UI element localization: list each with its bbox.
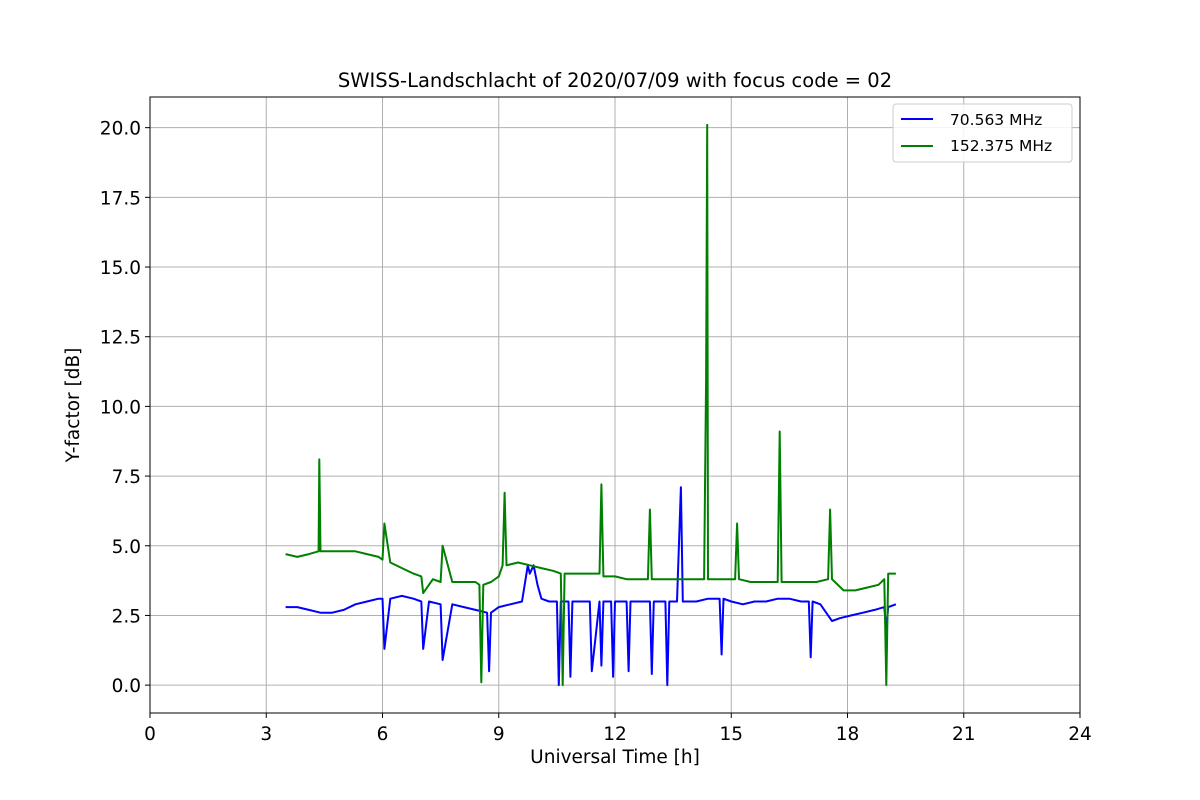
y-tick-label: 5.0 xyxy=(112,537,141,558)
x-axis: 0 3 6 9 12 15 18 21 24 xyxy=(144,713,1092,745)
x-tick-label: 15 xyxy=(719,724,743,745)
series-line-0 xyxy=(285,486,897,687)
series-line-1 xyxy=(285,123,896,687)
y-tick-label: 7.5 xyxy=(112,467,141,488)
x-tick-label: 21 xyxy=(952,724,976,745)
x-tick-label: 6 xyxy=(377,724,389,745)
y-tick-label: 2.5 xyxy=(112,606,141,627)
y-axis-label: Y-factor [dB] xyxy=(63,348,84,464)
x-tick-label: 18 xyxy=(836,724,860,745)
legend-box xyxy=(892,103,1073,163)
y-tick-label: 20.0 xyxy=(100,119,141,140)
plot-series xyxy=(285,123,897,687)
y-tick-label: 0.0 xyxy=(112,676,141,697)
y-tick-label: 12.5 xyxy=(100,328,141,349)
x-axis-label: Universal Time [h] xyxy=(530,747,700,768)
x-tick-label: 3 xyxy=(260,724,272,745)
legend-entry-label: 70.563 MHz xyxy=(945,111,1042,129)
legend-entry-label: 152.375 MHz xyxy=(950,137,1052,155)
chart-title: SWISS-Landschlacht of 2020/07/09 with fo… xyxy=(338,69,892,92)
y-tick-label: 10.0 xyxy=(100,397,141,418)
legend: 70.563 MHz 152.375 MHz xyxy=(892,103,1073,163)
x-tick-label: 12 xyxy=(603,724,627,745)
y-axis: 0.0 2.5 5.0 7.5 10.0 12.5 15.0 17.5 20.0 xyxy=(100,119,150,697)
x-tick-label: 9 xyxy=(493,724,505,745)
y-tick-label: 17.5 xyxy=(100,188,141,209)
x-tick-label: 24 xyxy=(1068,724,1092,745)
x-tick-label: 0 xyxy=(144,724,156,745)
y-tick-label: 15.0 xyxy=(100,258,141,279)
